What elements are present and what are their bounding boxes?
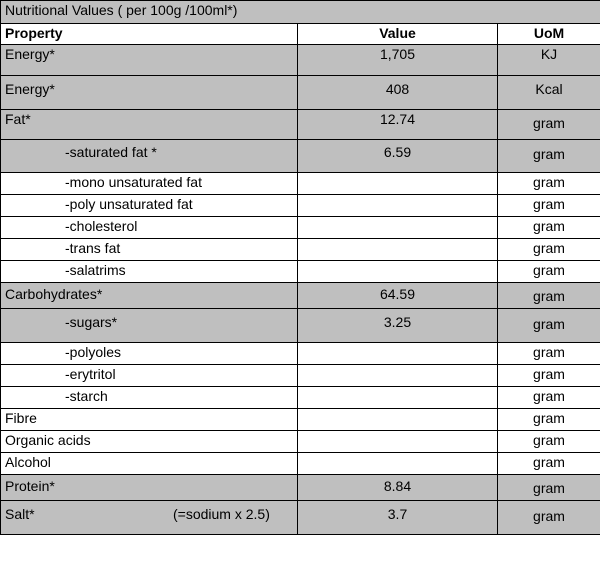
- row-property-salt: Salt* (=sodium x 2.5): [0, 500, 298, 535]
- salt-note: (=sodium x 2.5): [173, 506, 270, 522]
- row-uom: gram: [497, 474, 600, 501]
- nutrition-table: Nutritional Values ( per 100g /100ml*) P…: [0, 0, 600, 535]
- row-property: Energy*: [0, 44, 298, 76]
- row-value: [297, 452, 498, 475]
- row-value: [297, 238, 498, 261]
- table-row: Energy* 408 Kcal: [0, 75, 600, 110]
- table-row: Carbohydrates* 64.59 gram: [0, 282, 600, 309]
- row-value: 1,705: [297, 44, 498, 76]
- salt-cell: Salt* (=sodium x 2.5): [5, 505, 297, 523]
- row-uom: gram: [497, 238, 600, 261]
- table-row: -mono unsaturated fat gram: [0, 172, 600, 195]
- row-property: -salatrims: [0, 260, 298, 283]
- row-uom: gram: [497, 430, 600, 453]
- row-property: -starch: [0, 386, 298, 409]
- row-uom: gram: [497, 500, 600, 535]
- row-value: [297, 260, 498, 283]
- row-property: -trans fat: [0, 238, 298, 261]
- table-row: Salt* (=sodium x 2.5) 3.7 gram: [0, 500, 600, 535]
- row-uom: Kcal: [497, 75, 600, 110]
- table-row: -sugars* 3.25 gram: [0, 308, 600, 343]
- row-value: 408: [297, 75, 498, 110]
- header-uom: UoM: [497, 23, 600, 45]
- row-value: 3.7: [297, 500, 498, 535]
- header-property: Property: [0, 23, 298, 45]
- table-row: Organic acids gram: [0, 430, 600, 453]
- row-uom: gram: [497, 260, 600, 283]
- row-property: Fat*: [0, 109, 298, 140]
- row-value: 12.74: [297, 109, 498, 140]
- row-property: -cholesterol: [0, 216, 298, 239]
- row-value: 3.25: [297, 308, 498, 343]
- row-uom: gram: [497, 109, 600, 140]
- row-uom: gram: [497, 216, 600, 239]
- row-uom: gram: [497, 172, 600, 195]
- row-value: [297, 172, 498, 195]
- row-property: -saturated fat *: [0, 139, 298, 173]
- row-property: Energy*: [0, 75, 298, 110]
- row-uom: gram: [497, 408, 600, 431]
- table-title: Nutritional Values ( per 100g /100ml*): [0, 0, 600, 24]
- row-property: Carbohydrates*: [0, 282, 298, 309]
- row-property: Protein*: [0, 474, 298, 501]
- table-row: -saturated fat * 6.59 gram: [0, 139, 600, 173]
- row-value: [297, 216, 498, 239]
- row-property: -poly unsaturated fat: [0, 194, 298, 217]
- row-uom: gram: [497, 308, 600, 343]
- row-value: [297, 386, 498, 409]
- row-property: Organic acids: [0, 430, 298, 453]
- row-value: [297, 342, 498, 365]
- row-uom: gram: [497, 364, 600, 387]
- table-row: -erytritol gram: [0, 364, 600, 387]
- row-property: -erytritol: [0, 364, 298, 387]
- table-row: -cholesterol gram: [0, 216, 600, 239]
- row-value: 8.84: [297, 474, 498, 501]
- row-property: -polyoles: [0, 342, 298, 365]
- row-property: -mono unsaturated fat: [0, 172, 298, 195]
- row-property: Alcohol: [0, 452, 298, 475]
- row-uom: gram: [497, 194, 600, 217]
- header-row: Property Value UoM: [0, 23, 600, 45]
- table-row: Alcohol gram: [0, 452, 600, 475]
- table-row: -polyoles gram: [0, 342, 600, 365]
- row-property: -sugars*: [0, 308, 298, 343]
- row-uom: KJ: [497, 44, 600, 76]
- title-row: Nutritional Values ( per 100g /100ml*): [0, 0, 600, 24]
- table-row: Protein* 8.84 gram: [0, 474, 600, 501]
- row-value: [297, 430, 498, 453]
- row-uom: gram: [497, 139, 600, 173]
- row-value: [297, 408, 498, 431]
- header-value: Value: [297, 23, 498, 45]
- table-row: -poly unsaturated fat gram: [0, 194, 600, 217]
- row-property: Fibre: [0, 408, 298, 431]
- row-value: 6.59: [297, 139, 498, 173]
- table-row: -trans fat gram: [0, 238, 600, 261]
- row-property: Salt*: [5, 506, 35, 522]
- table-row: Fat* 12.74 gram: [0, 109, 600, 140]
- row-uom: gram: [497, 282, 600, 309]
- table-row: -starch gram: [0, 386, 600, 409]
- row-value: 64.59: [297, 282, 498, 309]
- row-value: [297, 364, 498, 387]
- row-value: [297, 194, 498, 217]
- row-uom: gram: [497, 452, 600, 475]
- table-row: Energy* 1,705 KJ: [0, 44, 600, 76]
- row-uom: gram: [497, 342, 600, 365]
- table-row: -salatrims gram: [0, 260, 600, 283]
- table-row: Fibre gram: [0, 408, 600, 431]
- row-uom: gram: [497, 386, 600, 409]
